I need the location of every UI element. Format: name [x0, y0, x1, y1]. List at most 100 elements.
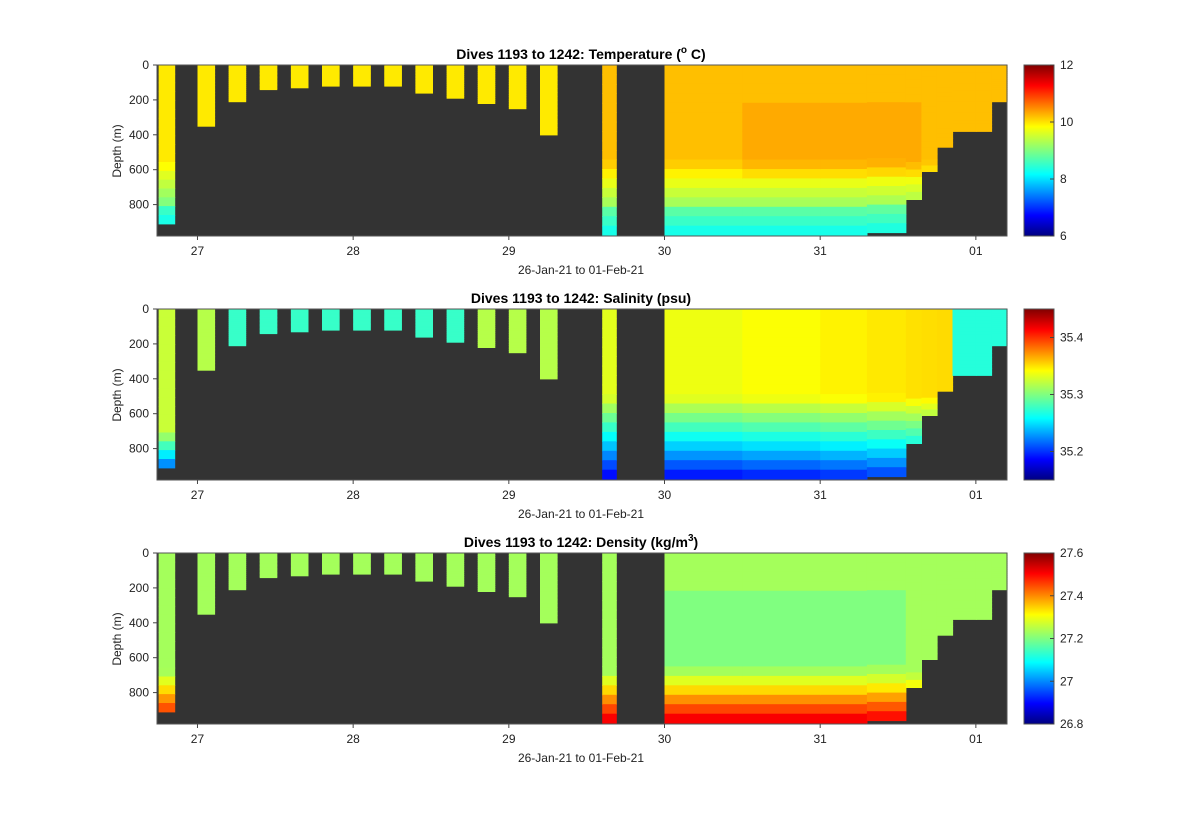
data-cell — [921, 309, 938, 316]
data-cell — [322, 314, 340, 317]
data-cell — [742, 150, 821, 161]
data-cell — [975, 564, 993, 569]
data-cell — [158, 144, 176, 154]
data-cell — [415, 80, 433, 83]
x-tick-label: 28 — [346, 732, 360, 746]
data-cell — [508, 67, 527, 71]
data-cell — [477, 101, 496, 104]
data-cell — [228, 569, 247, 572]
data-cell — [384, 83, 402, 86]
data-cell — [508, 323, 527, 327]
data-cell — [866, 590, 907, 601]
data-cell — [921, 88, 938, 96]
data-cell — [905, 117, 922, 126]
data-cell — [322, 571, 340, 574]
data-cell — [975, 567, 993, 572]
data-cell — [664, 384, 743, 395]
data-cell — [290, 555, 309, 558]
data-cell — [353, 558, 371, 561]
data-cell — [384, 310, 402, 312]
data-cell — [742, 450, 821, 461]
data-cell — [446, 79, 465, 83]
data-cell — [415, 312, 433, 315]
y-tick-label: 400 — [129, 128, 149, 142]
data-cell — [742, 225, 821, 236]
data-cell — [228, 97, 247, 101]
data-cell — [290, 320, 309, 323]
data-cell — [602, 375, 617, 386]
data-cell — [259, 77, 278, 80]
data-cell — [290, 70, 309, 72]
data-cell — [866, 383, 907, 394]
data-cell — [664, 600, 743, 611]
data-cell — [905, 672, 922, 681]
y-tick-label: 400 — [129, 616, 149, 630]
data-cell — [290, 556, 309, 559]
data-cell — [975, 608, 993, 613]
data-cell — [602, 112, 617, 123]
data-cell — [353, 560, 371, 562]
data-cell — [820, 685, 868, 696]
data-cell — [866, 213, 907, 224]
data-cell — [952, 338, 977, 343]
data-cell — [540, 363, 558, 368]
data-cell — [540, 107, 558, 113]
data-cell — [446, 332, 465, 336]
data-cell — [602, 694, 617, 705]
data-cell — [602, 609, 617, 620]
data-cell — [446, 314, 465, 317]
data-cell — [921, 612, 938, 619]
data-cell — [197, 553, 216, 557]
data-cell — [259, 572, 278, 574]
data-cell — [508, 345, 527, 349]
data-cell — [540, 92, 558, 97]
data-cell — [259, 319, 278, 322]
data-cell — [952, 323, 977, 328]
data-cell — [259, 78, 278, 81]
density-y-ticks: 0 200 400 600 800 — [129, 546, 157, 700]
data-cell — [322, 77, 340, 80]
data-cell — [158, 632, 176, 642]
data-cell — [384, 326, 402, 329]
data-cell — [228, 575, 247, 578]
data-cell — [664, 713, 743, 724]
data-cell — [866, 430, 907, 440]
data-cell — [952, 312, 977, 317]
data-cell — [415, 310, 433, 313]
data-cell — [991, 69, 1008, 72]
data-cell — [290, 315, 309, 318]
data-cell — [921, 374, 938, 381]
data-cell — [197, 88, 216, 93]
data-cell — [664, 450, 743, 461]
data-cell — [905, 383, 922, 392]
data-cell — [228, 563, 247, 566]
data-cell — [975, 98, 993, 103]
data-cell — [952, 320, 977, 325]
data-cell — [866, 327, 907, 338]
data-cell — [952, 72, 977, 77]
data-cell — [477, 88, 496, 92]
data-cell — [508, 65, 527, 68]
data-cell — [415, 319, 433, 323]
data-cell — [742, 102, 821, 113]
data-cell — [540, 615, 558, 620]
data-cell — [158, 685, 176, 695]
data-cell — [384, 313, 402, 316]
data-cell — [975, 316, 993, 321]
data-cell — [602, 74, 617, 85]
data-cell — [905, 413, 922, 422]
data-cell — [866, 701, 907, 712]
data-cell — [446, 580, 465, 583]
data-cell — [952, 611, 977, 617]
data-cell — [228, 565, 247, 568]
data-cell — [290, 559, 309, 562]
data-cell — [540, 367, 558, 372]
data-cell — [197, 359, 216, 364]
x-tick-label: 01 — [969, 732, 983, 746]
data-cell — [742, 413, 821, 424]
data-cell — [664, 403, 743, 414]
x-tick-label: 28 — [346, 488, 360, 502]
data-cell — [866, 120, 907, 131]
data-cell — [540, 347, 558, 353]
data-cell — [446, 567, 465, 571]
